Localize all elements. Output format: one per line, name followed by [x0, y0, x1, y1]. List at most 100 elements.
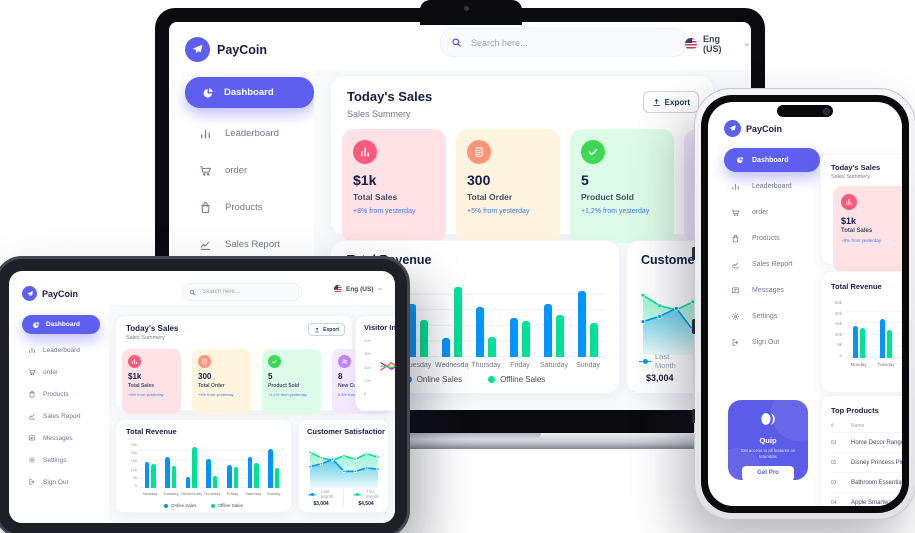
sidebar-item-products[interactable]: Products — [9, 386, 109, 402]
bar-online-sales — [268, 449, 273, 488]
sidebar-item-sign-out[interactable]: Sign Out — [708, 334, 818, 350]
report-icon — [28, 412, 36, 420]
sidebar-item-label: Messages — [752, 286, 784, 294]
quip-promo-card: Quip Get access to all features on tetum… — [728, 400, 808, 480]
product-number: 03 — [831, 479, 837, 486]
sidebar-item-sales-report[interactable]: Sales Report — [708, 256, 818, 272]
sidebar-item-products[interactable]: Products — [708, 230, 818, 246]
bag-icon — [731, 234, 740, 243]
sidebar-item-label: Products — [225, 201, 263, 213]
tablet-screen: PayCoin Eng (US) Dashboard Leaderboard ord… — [9, 271, 395, 523]
sidebar-item-dashboard[interactable]: Dashboard — [185, 77, 314, 108]
sidebar-item-leaderboard[interactable]: Leaderboard — [169, 121, 314, 145]
sidebar-item-settings[interactable]: Settings — [9, 452, 109, 468]
chevron-down-icon — [743, 40, 751, 49]
legend-online-sales: Online Sales — [164, 503, 197, 508]
bar-offline-sales — [886, 330, 892, 358]
product-number: 02 — [831, 459, 837, 466]
bar-group-sunday — [578, 279, 598, 357]
bar-online-sales — [544, 303, 552, 357]
todays-sales-card: Today's Sales Sales Summery $1k Total Sal… — [820, 153, 902, 272]
search-input[interactable] — [200, 288, 295, 296]
paycoin-logo: PayCoin — [185, 37, 267, 62]
export-icon — [314, 327, 320, 333]
sidebar-item-label: Products — [43, 390, 69, 398]
sidebar-item-settings[interactable]: Settings — [708, 308, 818, 324]
product-row-03: 03 Bathroom Essentials — [831, 472, 902, 492]
stat-label: Total Order — [467, 192, 513, 202]
search-icon — [451, 37, 462, 48]
stat-label: Total Order — [198, 383, 225, 389]
sidebar-item-products[interactable]: Products — [169, 195, 314, 219]
top-products-title: Top Products — [831, 406, 879, 415]
sidebar-item-order[interactable]: order — [9, 364, 109, 380]
phone-camera-dot — [823, 107, 830, 115]
sidebar-item-dashboard[interactable]: Dashboard — [22, 315, 100, 334]
table-rows: 01 Home Decor Range 02 Disney Princess Pink… — [831, 432, 902, 506]
bar-group-thursday — [206, 442, 218, 488]
export-icon — [652, 98, 661, 107]
phone-bezel: PayCoin Dashboard Leaderboard order Product… — [701, 95, 909, 513]
legend-this-month: This Month $4,504 — [343, 489, 388, 507]
legend-marker — [639, 358, 651, 364]
us-flag-icon — [334, 285, 342, 293]
export-button[interactable]: Export — [642, 91, 699, 113]
brand-name: PayCoin — [217, 42, 268, 57]
bar-offline-sales — [859, 327, 865, 358]
sidebar-item-label: Leaderboard — [43, 346, 80, 354]
language-selector[interactable]: Eng (US) — [334, 285, 383, 293]
bar-group-sunday — [268, 442, 280, 488]
search-bar[interactable] — [440, 28, 687, 57]
sidebar-item-messages[interactable]: Messages — [708, 282, 818, 298]
bar-online-sales — [879, 318, 885, 358]
sidebar-item-label: Sales Report — [43, 412, 81, 420]
laptop-camera-dot — [464, 6, 469, 11]
total-rev​enue-title: Total Revenue — [126, 427, 177, 436]
sidebar-item-label: Settings — [752, 312, 778, 320]
get-pro-button[interactable]: Get Pro — [742, 465, 794, 480]
sidebar-item-order[interactable]: order — [169, 158, 314, 182]
sidebar-item-messages[interactable]: Messages — [9, 430, 109, 446]
bag-icon — [199, 201, 212, 214]
sidebar-item-label: Products — [752, 234, 780, 242]
sidebar-item-sales-report[interactable]: Sales Report — [169, 232, 314, 256]
stat-delta: +5% from yesterday — [467, 208, 530, 215]
bar-group-thursday — [476, 279, 496, 357]
signout-icon — [28, 478, 36, 486]
message-icon — [731, 286, 740, 295]
sales-icon — [841, 194, 857, 210]
bar-group-saturday — [544, 279, 564, 357]
message-icon — [28, 434, 36, 442]
language-selector[interactable]: Eng (US) — [685, 34, 751, 54]
table-header: # Name — [831, 423, 902, 429]
sidebar-item-label: Settings — [43, 456, 67, 464]
sidebar-item-label: Dashboard — [752, 156, 789, 164]
satisfaction-legend: Last Month $3,004 This Month $4,504 — [299, 489, 388, 507]
sidebar-item-sales-report[interactable]: Sales Report — [9, 408, 109, 424]
customer-satisfaction-card: Customer Satisfaction Last Month $3,004 Th… — [298, 419, 389, 513]
sidebar-item-sign-out[interactable]: Sign Out — [9, 474, 109, 490]
sidebar-item-label: Sales Report — [752, 260, 793, 268]
tablet-device: PayCoin Eng (US) Dashboard Leaderboard ord… — [0, 256, 410, 533]
bar-online-sales — [206, 458, 211, 488]
product-number: 01 — [831, 439, 837, 446]
search-input[interactable] — [469, 36, 676, 49]
legend-dot — [164, 503, 169, 508]
stat-card-total-order: 300 Total Order +5% from yesterday — [456, 129, 560, 243]
export-button[interactable]: Export — [308, 323, 345, 336]
sidebar-item-label: order — [225, 164, 248, 176]
sidebar-item-dashboard[interactable]: Dashboard — [724, 148, 820, 172]
sidebar-item-leaderboard[interactable]: Leaderboard — [708, 178, 818, 194]
legend-label: Last Month — [306, 489, 336, 499]
legend-dot — [210, 503, 215, 508]
sidebar-item-order[interactable]: order — [708, 204, 818, 220]
sidebar-item-leaderboard[interactable]: Leaderboard — [9, 342, 109, 358]
paycoin-logo: PayCoin — [724, 120, 782, 137]
search-bar[interactable] — [182, 283, 302, 301]
legend-total: $3,004 — [645, 373, 674, 383]
sidebar-item-label: Leaderboard — [225, 127, 279, 139]
legend-label: This Month — [351, 489, 381, 499]
